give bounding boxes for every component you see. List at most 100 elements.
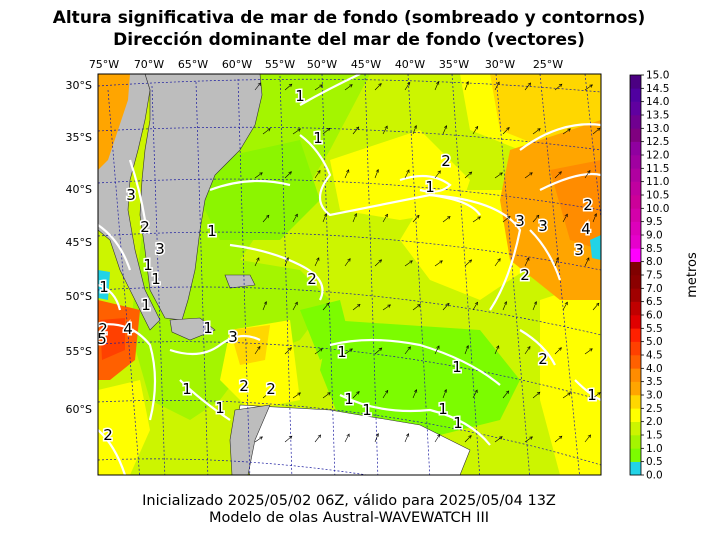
swell-vector-head xyxy=(349,348,353,352)
longitude-label: 40°W xyxy=(395,58,425,71)
colorbar-tick-label: 0.5 xyxy=(646,456,663,468)
swell-vector xyxy=(442,303,450,311)
swell-vector-head xyxy=(529,436,533,440)
contour-label: 1 xyxy=(344,390,354,408)
swell-vector xyxy=(254,172,263,179)
swell-vector xyxy=(374,169,379,179)
colorbar-tick-label: 10.0 xyxy=(646,203,669,215)
contour-label: 1 xyxy=(453,414,463,432)
swell-vector-head xyxy=(567,392,571,396)
contour-label: 2 xyxy=(520,266,530,284)
graticule xyxy=(98,74,601,475)
contour-label: 1 xyxy=(438,400,448,418)
swell-vector-head xyxy=(266,391,271,396)
colorbar-segment xyxy=(630,355,641,369)
swell-vector xyxy=(592,127,601,135)
swell-vector-head xyxy=(468,171,473,175)
swell-vector-head xyxy=(323,213,328,217)
swell-vector-head xyxy=(294,301,298,306)
swell-vector-head xyxy=(503,301,508,305)
colorbar-segment xyxy=(630,381,641,396)
swell-vector-head xyxy=(319,348,323,352)
swell-vector-head xyxy=(407,346,411,350)
contour-label: 3 xyxy=(228,328,238,346)
latitude-label: 30°S xyxy=(66,79,92,92)
contour-label: 2 xyxy=(583,196,593,214)
colorbar-segment xyxy=(630,208,641,222)
contour-label: 1 xyxy=(452,358,462,376)
colorbar-segment xyxy=(630,181,641,196)
colorbar-segment xyxy=(630,315,641,329)
colorbar-segment xyxy=(630,328,641,342)
swell-vector xyxy=(262,128,271,135)
contour-label: 4 xyxy=(123,320,133,338)
swell-vector xyxy=(382,214,388,223)
colorbar-tick-label: 14.0 xyxy=(646,96,669,108)
contour-label: 3 xyxy=(538,217,548,235)
contour-label: 1 xyxy=(141,296,151,314)
contour-label: 1 xyxy=(182,380,192,398)
swell-vector-head xyxy=(595,302,600,307)
colorbar-segment xyxy=(630,128,641,142)
contour-label: 1 xyxy=(313,129,323,147)
swell-vector-head xyxy=(477,216,481,220)
contour-label: 3 xyxy=(574,241,584,259)
swell-vector-head xyxy=(346,433,350,438)
swell-vector xyxy=(314,257,320,267)
swell-vector-head xyxy=(325,302,330,307)
swell-vector xyxy=(592,392,601,399)
swell-vector xyxy=(524,436,533,443)
colorbar-tick-label: 7.5 xyxy=(646,270,663,282)
swell-vector-head xyxy=(597,392,601,396)
swell-vector xyxy=(284,435,293,443)
swell-vector-head xyxy=(589,348,593,352)
contour-label: 4 xyxy=(581,220,591,238)
swell-vector xyxy=(344,84,353,91)
swell-vector xyxy=(442,389,447,399)
swell-vector-head xyxy=(555,257,559,261)
contour-label: 1 xyxy=(151,270,161,288)
swell-vector-head xyxy=(417,304,421,308)
swell-vector xyxy=(382,304,391,311)
swell-vector-head xyxy=(436,345,440,349)
swell-vector-head xyxy=(527,346,531,350)
swell-vector-head xyxy=(499,172,503,176)
colorbar-tick-label: 14.5 xyxy=(646,83,669,95)
swell-vector xyxy=(344,258,351,267)
swell-vector-head xyxy=(288,347,292,351)
swell-vector-head xyxy=(567,128,571,132)
contour-label: 1 xyxy=(99,278,109,296)
swell-vector-head xyxy=(596,127,601,132)
swell-vector-head xyxy=(349,84,353,88)
swell-vector xyxy=(322,302,330,311)
swell-vector xyxy=(494,436,503,443)
latitude-label: 50°S xyxy=(66,290,92,303)
colorbar-tick-label: 10.5 xyxy=(646,190,669,202)
swell-vector xyxy=(284,257,289,267)
colorbar-tick-label: 3.0 xyxy=(646,390,663,402)
swell-vector-head xyxy=(587,434,592,438)
swell-vector xyxy=(502,301,507,311)
swell-vector xyxy=(584,170,591,179)
swell-vector-head xyxy=(506,215,511,220)
longitude-label: 75°W xyxy=(89,58,119,71)
latitude-label: 40°S xyxy=(66,183,92,196)
contour-label: 5 xyxy=(97,330,107,348)
colorbar-segment xyxy=(630,115,641,129)
swell-vector-head xyxy=(288,83,293,88)
swell-vector-head xyxy=(468,435,472,439)
colorbar-segment xyxy=(630,435,641,449)
longitude-label: 25°W xyxy=(533,58,563,71)
colorbar-tick-label: 8.0 xyxy=(646,256,663,268)
swell-vector-head xyxy=(385,389,389,394)
colorbar-tick-label: 9.0 xyxy=(646,230,663,242)
swell-vector-head xyxy=(558,435,563,440)
swell-vector xyxy=(494,258,501,267)
swell-vector-head xyxy=(587,169,591,174)
swell-vector xyxy=(262,391,271,399)
colorbar-tick-label: 5.5 xyxy=(646,323,663,335)
swell-vector xyxy=(382,390,389,399)
swell-vector xyxy=(404,169,410,179)
swell-vector xyxy=(382,125,388,135)
